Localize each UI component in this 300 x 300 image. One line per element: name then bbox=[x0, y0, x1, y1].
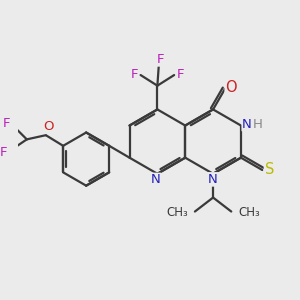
Text: F: F bbox=[3, 118, 10, 130]
Text: O: O bbox=[44, 120, 54, 133]
Text: H: H bbox=[253, 118, 263, 130]
Text: F: F bbox=[156, 53, 164, 66]
Text: F: F bbox=[0, 146, 7, 159]
Text: O: O bbox=[225, 80, 237, 95]
Text: F: F bbox=[177, 68, 184, 81]
Text: F: F bbox=[131, 68, 138, 81]
Text: N: N bbox=[208, 173, 218, 186]
Text: CH₃: CH₃ bbox=[238, 206, 260, 219]
Text: S: S bbox=[265, 163, 274, 178]
Text: N: N bbox=[151, 173, 161, 186]
Text: N: N bbox=[242, 118, 252, 130]
Text: CH₃: CH₃ bbox=[166, 206, 188, 219]
